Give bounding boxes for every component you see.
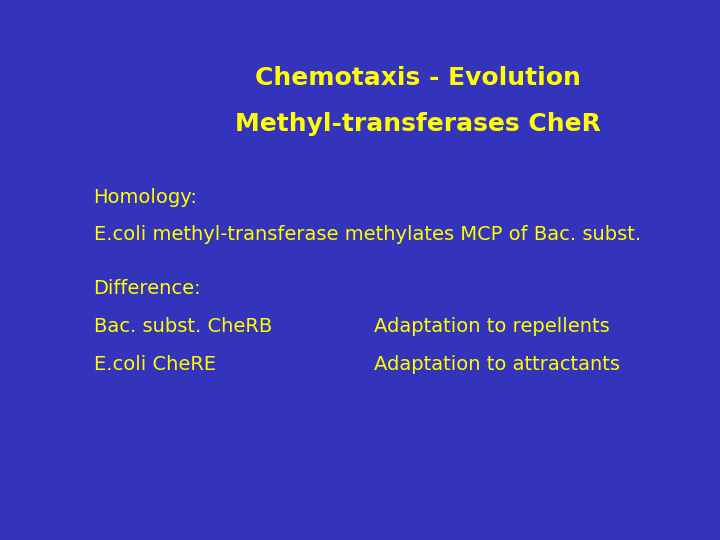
Text: Adaptation to repellents: Adaptation to repellents [374,317,610,336]
Text: Homology:: Homology: [94,187,197,207]
Text: Difference:: Difference: [94,279,201,299]
Text: Bac. subst. CheRB: Bac. subst. CheRB [94,317,272,336]
Text: E.coli CheRE: E.coli CheRE [94,355,216,374]
Text: Methyl-transferases CheR: Methyl-transferases CheR [235,112,600,136]
Text: E.coli methyl-transferase methylates MCP of Bac. subst.: E.coli methyl-transferase methylates MCP… [94,225,641,245]
Text: Chemotaxis - Evolution: Chemotaxis - Evolution [255,66,580,90]
Text: Adaptation to attractants: Adaptation to attractants [374,355,621,374]
